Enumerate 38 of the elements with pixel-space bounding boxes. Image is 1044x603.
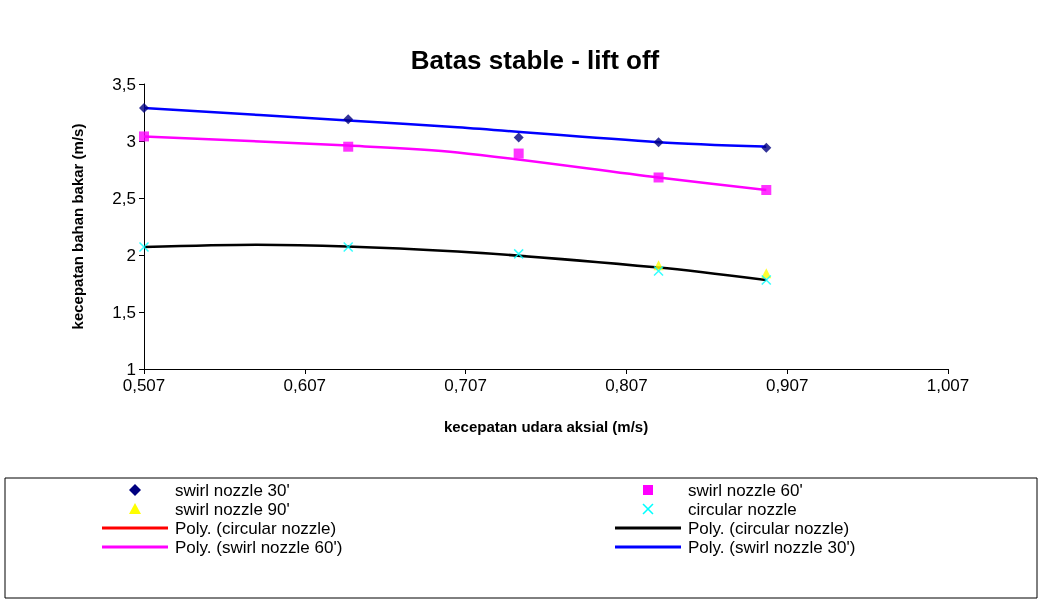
point: [342, 241, 354, 253]
point: [138, 241, 150, 253]
x-tick-label: 1,007: [926, 376, 970, 395]
x-tick-label: 0,607: [283, 376, 327, 395]
point: [653, 265, 664, 277]
y-tick-label: 1,5: [112, 302, 136, 322]
point: [343, 114, 354, 125]
y-axis-title: kecepatan bahan bakar (m/s): [68, 123, 86, 330]
legend-label: Poly. (circular nozzle): [688, 518, 850, 538]
point: [653, 137, 664, 148]
y-tick-label: 3,5: [112, 74, 136, 94]
point: [513, 132, 524, 143]
legend-label: swirl nozzle 90': [175, 499, 290, 519]
x-tick-label: 0,907: [765, 376, 809, 395]
point: [513, 248, 524, 260]
point: [139, 131, 149, 142]
point: [139, 102, 149, 113]
y-tick-label: 1: [126, 359, 136, 379]
point: [513, 148, 524, 159]
legend-label: circular nozzle: [688, 499, 797, 519]
point: [343, 141, 354, 152]
chart-title: Batas stable - lift off: [410, 45, 660, 75]
point: [653, 172, 664, 183]
y-tick-label: 2: [126, 245, 136, 265]
legend-label: Poly. (swirl nozzle 60'): [175, 537, 343, 557]
x-tick-label: 0,507: [122, 376, 166, 395]
x-axis-title: kecepatan udara aksial (m/s): [443, 418, 649, 435]
x-tick-label: 0,707: [444, 376, 487, 395]
legend-label: swirl nozzle 60': [688, 480, 803, 500]
y-tick-label: 3: [126, 131, 136, 151]
x-tick-label: 0,807: [605, 376, 648, 395]
y-tick-label: 2,5: [112, 188, 136, 208]
point: [761, 142, 772, 153]
legend-label: swirl nozzle 30': [175, 480, 290, 500]
point: [761, 274, 772, 286]
point: [761, 185, 772, 196]
legend-label: Poly. (swirl nozzle 30'): [688, 537, 856, 557]
legend-label: Poly. (circular nozzle): [175, 518, 337, 538]
